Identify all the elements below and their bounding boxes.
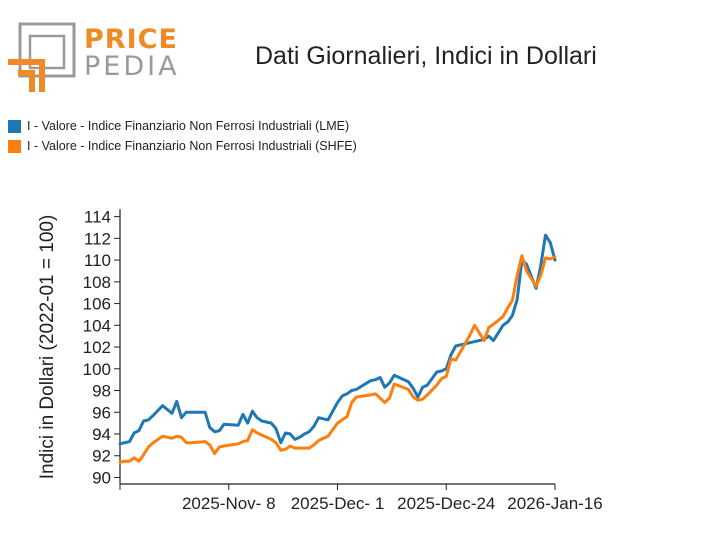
y-tick-label: 102 xyxy=(83,338,111,357)
x-tick-label: 2026-Jan-16 xyxy=(507,494,602,513)
y-tick-label: 96 xyxy=(92,403,111,422)
x-tick-label: 2025-Dec- 1 xyxy=(291,494,385,513)
y-tick-label: 112 xyxy=(84,229,111,248)
legend-swatch-shfe xyxy=(8,139,21,153)
y-tick-label: 92 xyxy=(92,447,111,466)
legend-item-shfe: I - Valore - Indice Finanziario Non Ferr… xyxy=(8,139,357,153)
y-tick-label: 110 xyxy=(84,251,111,270)
y-tick-label: 104 xyxy=(83,316,111,335)
y-tick-label: 98 xyxy=(92,382,111,401)
x-tick-label: 2025-Dec-24 xyxy=(397,494,495,513)
logo-word-pedia: PEDIA xyxy=(84,51,180,82)
y-tick-label: 94 xyxy=(92,425,111,444)
y-tick-label: 106 xyxy=(83,295,111,314)
y-tick-label: 114 xyxy=(84,208,111,227)
series-layer xyxy=(118,233,557,464)
x-axis: 2025-Nov- 8 2025-Dec- 1 2025-Dec-24 2026-Ja… xyxy=(119,483,603,513)
y-axis: 90 92 94 96 98 100 102 104 106 108 110 112 114 xyxy=(83,208,121,487)
legend-label-shfe: I - Valore - Indice Finanziario Non Ferr… xyxy=(27,139,357,153)
logo-word-price: PRICE xyxy=(84,24,178,55)
y-tick-label: 90 xyxy=(92,468,111,487)
y-tick-label: 100 xyxy=(83,360,111,379)
legend-label-lme: I - Valore - Indice Finanziario Non Ferr… xyxy=(27,119,350,133)
chart-title: Dati Giornalieri, Indici in Dollari xyxy=(255,42,597,70)
legend-swatch-lme xyxy=(8,119,21,133)
y-axis-label: Indici in Dollari (2022-01 = 100) xyxy=(37,215,58,480)
logo-mark xyxy=(8,22,76,92)
series-line-shfe xyxy=(118,254,557,464)
legend-item-lme: I - Valore - Indice Finanziario Non Ferr… xyxy=(8,119,349,133)
x-tick-label: 2025-Nov- 8 xyxy=(182,494,276,513)
y-tick-label: 108 xyxy=(83,273,111,292)
series-line-lme xyxy=(118,233,557,446)
pricepedia-logo: PRICE PEDIA xyxy=(6,22,177,92)
